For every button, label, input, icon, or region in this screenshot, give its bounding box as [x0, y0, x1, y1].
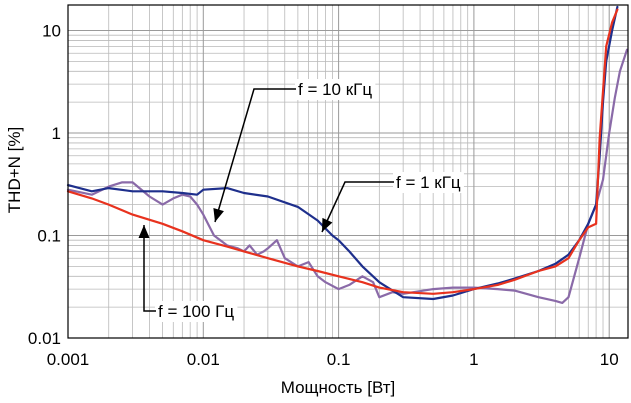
annotation-box — [393, 172, 464, 193]
y-tick-labels: 0.01 0.1 1 10 — [28, 22, 61, 349]
y-tick-label: 1 — [52, 124, 61, 143]
annotation-label-10khz: f = 10 кГц — [298, 80, 372, 99]
x-tick-label: 1 — [469, 350, 478, 369]
major-grid — [67, 5, 628, 339]
series-line — [66, 48, 629, 304]
x-axis-title: Мощность [Вт] — [281, 378, 396, 397]
x-tick-label: 0.01 — [187, 350, 220, 369]
arrow-head-icon — [322, 217, 333, 232]
x-tick-label: 0.001 — [47, 350, 90, 369]
arrow-head-icon — [138, 225, 150, 238]
series-line — [66, 8, 619, 295]
x-tick-label: 0.1 — [327, 350, 351, 369]
x-tick-label: 10 — [600, 350, 619, 369]
annotation-10khz: f = 10 кГц — [213, 79, 376, 223]
minor-grid — [68, 5, 628, 338]
annotation-1khz: f = 1 кГц — [321, 172, 464, 233]
series-layer — [66, 5, 629, 304]
plot-frame — [67, 4, 629, 339]
arrow-head-icon — [213, 207, 224, 222]
annotation-box — [155, 301, 238, 322]
x-tick-labels: 0.001 0.01 0.1 1 10 — [47, 350, 619, 369]
series-line — [66, 5, 619, 301]
y-tick-label: 0.1 — [37, 227, 61, 246]
annotation-label-100hz: f = 100 Гц — [158, 302, 234, 321]
annotation-box — [295, 79, 376, 100]
annotation-leader — [143, 225, 156, 312]
annotation-label-1khz: f = 1 кГц — [396, 173, 461, 192]
y-tick-label: 10 — [42, 22, 61, 41]
annotation-100hz: f = 100 Гц — [138, 225, 238, 322]
annotation-leader — [321, 181, 394, 233]
y-tick-label: 0.01 — [28, 329, 61, 348]
annotation-leader — [214, 88, 296, 223]
y-axis-title: THD+N [%] — [5, 127, 24, 213]
